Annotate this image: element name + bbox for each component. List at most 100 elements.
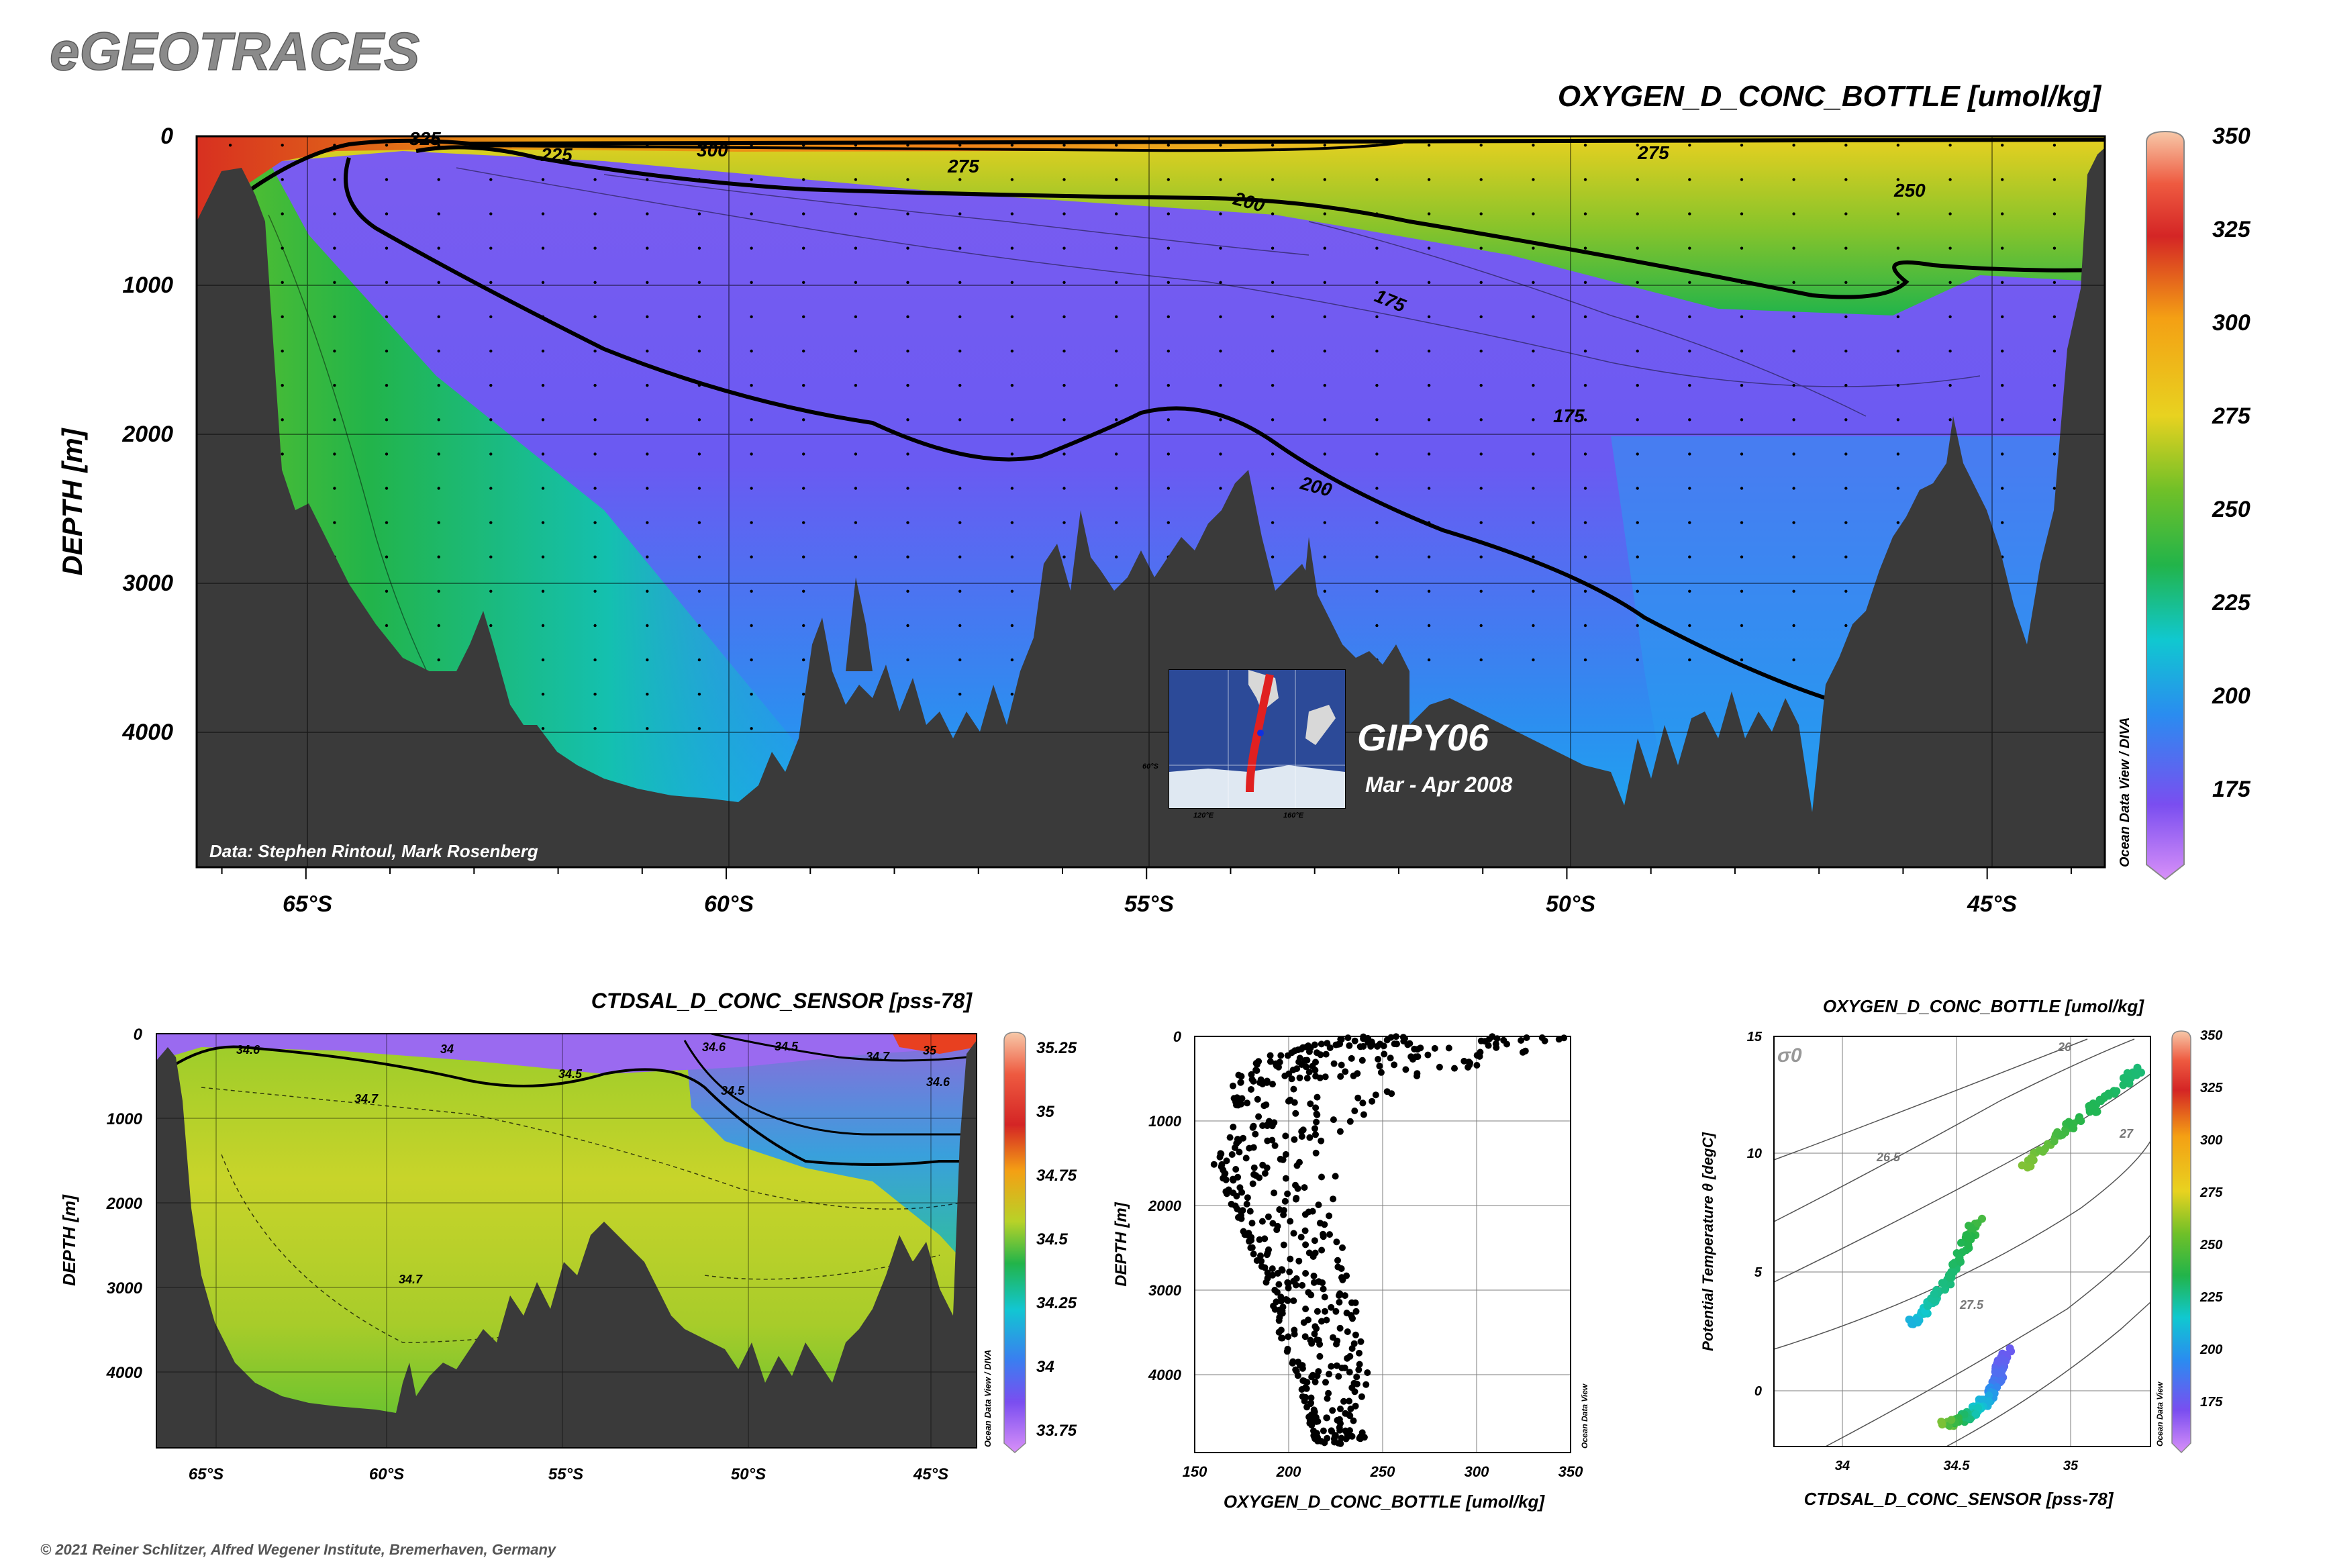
sample-dot (1479, 246, 1483, 250)
sample-dot (385, 212, 389, 215)
profile-point (1436, 1063, 1443, 1071)
sample-dot (437, 418, 440, 422)
sample-dot (697, 281, 701, 284)
x-tick-label: 45°S (913, 1465, 948, 1483)
x-tick-label: 65°S (189, 1465, 224, 1483)
sample-dot (1636, 418, 1639, 422)
sample-dot (2052, 487, 2057, 490)
sample-dot (1479, 589, 1483, 593)
sample-dot (1532, 144, 1535, 147)
profile-point (1311, 1330, 1318, 1338)
y-tick-label: 2000 (106, 1195, 143, 1213)
sample-dot (1271, 315, 1275, 319)
profile-point (1329, 1407, 1336, 1414)
salinity-contour-345 (683, 1034, 967, 1136)
sample-dot (1219, 144, 1222, 147)
profile-point (1307, 1394, 1315, 1402)
sample-dot (1792, 589, 1795, 593)
sample-dot (1010, 589, 1014, 593)
sample-dot (1688, 281, 1691, 284)
sample-dot (1427, 349, 1431, 353)
sample-dot (593, 555, 597, 558)
profile-point (1375, 1056, 1382, 1063)
sample-dot (646, 383, 649, 387)
sample-dot (281, 144, 284, 147)
sample-dot (593, 418, 597, 422)
sample-dot (802, 624, 805, 628)
sample-dot (1479, 624, 1483, 628)
sample-dot (1532, 658, 1535, 662)
sample-dot (1010, 555, 1014, 558)
sample-dot (489, 487, 493, 490)
app-title: eGEOTRACES (50, 21, 419, 81)
sample-dot (1271, 212, 1275, 215)
sample-dot (1375, 212, 1379, 215)
profile-point (1332, 1308, 1340, 1315)
sample-dot (1896, 178, 1900, 181)
sample-dot (2052, 144, 2057, 147)
sample-dot (2001, 246, 2004, 250)
profile-point (1267, 1052, 1274, 1059)
profile-point (1381, 1050, 1388, 1058)
sample-dot (750, 521, 753, 524)
sample-dot (1323, 144, 1327, 147)
sample-dot (2052, 281, 2057, 284)
x-tick-label: 350 (1558, 1463, 1583, 1480)
ts-diagram-chart: OXYGEN_D_CONC_BOTTLE [umol/kg] σ0 26 26.… (1699, 996, 2223, 1509)
sample-dot (802, 555, 805, 558)
profile-point (1291, 1136, 1298, 1143)
profile-point (1288, 1075, 1295, 1083)
sample-dot (1062, 212, 1066, 215)
sample-dot (541, 315, 545, 319)
ts-point (2076, 1116, 2085, 1124)
sample-dot (906, 144, 909, 147)
profile-point (1322, 1050, 1330, 1058)
sample-dot (1636, 144, 1639, 147)
sample-dot (1896, 315, 1900, 319)
profile-point (1334, 1040, 1342, 1048)
salinity-x-ticks: 65°S 60°S 55°S 50°S 45°S (189, 1465, 948, 1483)
y-tick-label: 10 (1747, 1146, 1762, 1161)
profile-point (1229, 1175, 1236, 1183)
profile-point (1292, 1366, 1299, 1373)
sample-dot (1427, 178, 1431, 181)
sample-dot (1375, 349, 1379, 353)
sample-dot (1062, 281, 1066, 284)
sample-dot (1219, 315, 1222, 319)
profile-point (1424, 1051, 1432, 1059)
oxygen-y-axis-label: DEPTH [m] (56, 427, 88, 575)
sample-dot (1688, 246, 1691, 250)
salinity-contour-labels: 34.6 34 34.5 34.7 34.6 34.5 34.7 35 34.6… (236, 1040, 950, 1286)
sample-dot (1479, 452, 1483, 456)
sample-dot (333, 144, 336, 147)
profile-point (1277, 1052, 1285, 1059)
sample-dot (281, 349, 284, 353)
sample-dot (1271, 487, 1275, 490)
sample-dot (541, 418, 545, 422)
profile-point (1518, 1037, 1525, 1044)
sample-dot (854, 452, 858, 456)
sample-dot (385, 281, 389, 284)
profile-point (1321, 1221, 1328, 1228)
profile-point (1331, 1438, 1338, 1446)
colorbar-tick-label: 34.5 (1036, 1230, 1068, 1248)
sample-dot (385, 452, 389, 456)
contour-label: 34.6 (236, 1043, 260, 1057)
y-tick-label: 3000 (122, 571, 173, 596)
contour-label: 275 (947, 156, 979, 177)
sample-dot (1948, 212, 1952, 215)
sample-dot (646, 693, 649, 696)
sample-dot (437, 246, 440, 250)
profile-point (1460, 1057, 1468, 1065)
sample-dot (1115, 487, 1118, 490)
profile-point (1333, 1238, 1340, 1246)
sample-dot (1323, 521, 1327, 524)
sample-dot (541, 589, 545, 593)
salinity-field-surface-red (893, 1034, 977, 1054)
sample-dot (958, 144, 962, 147)
sample-dot (906, 452, 909, 456)
cruise-inset-map: 60°S 120°E 160°E (1142, 669, 1346, 820)
profile-gridlines (1195, 1036, 1571, 1453)
sample-dot (437, 487, 440, 490)
salinity-gridlines (156, 1034, 977, 1448)
